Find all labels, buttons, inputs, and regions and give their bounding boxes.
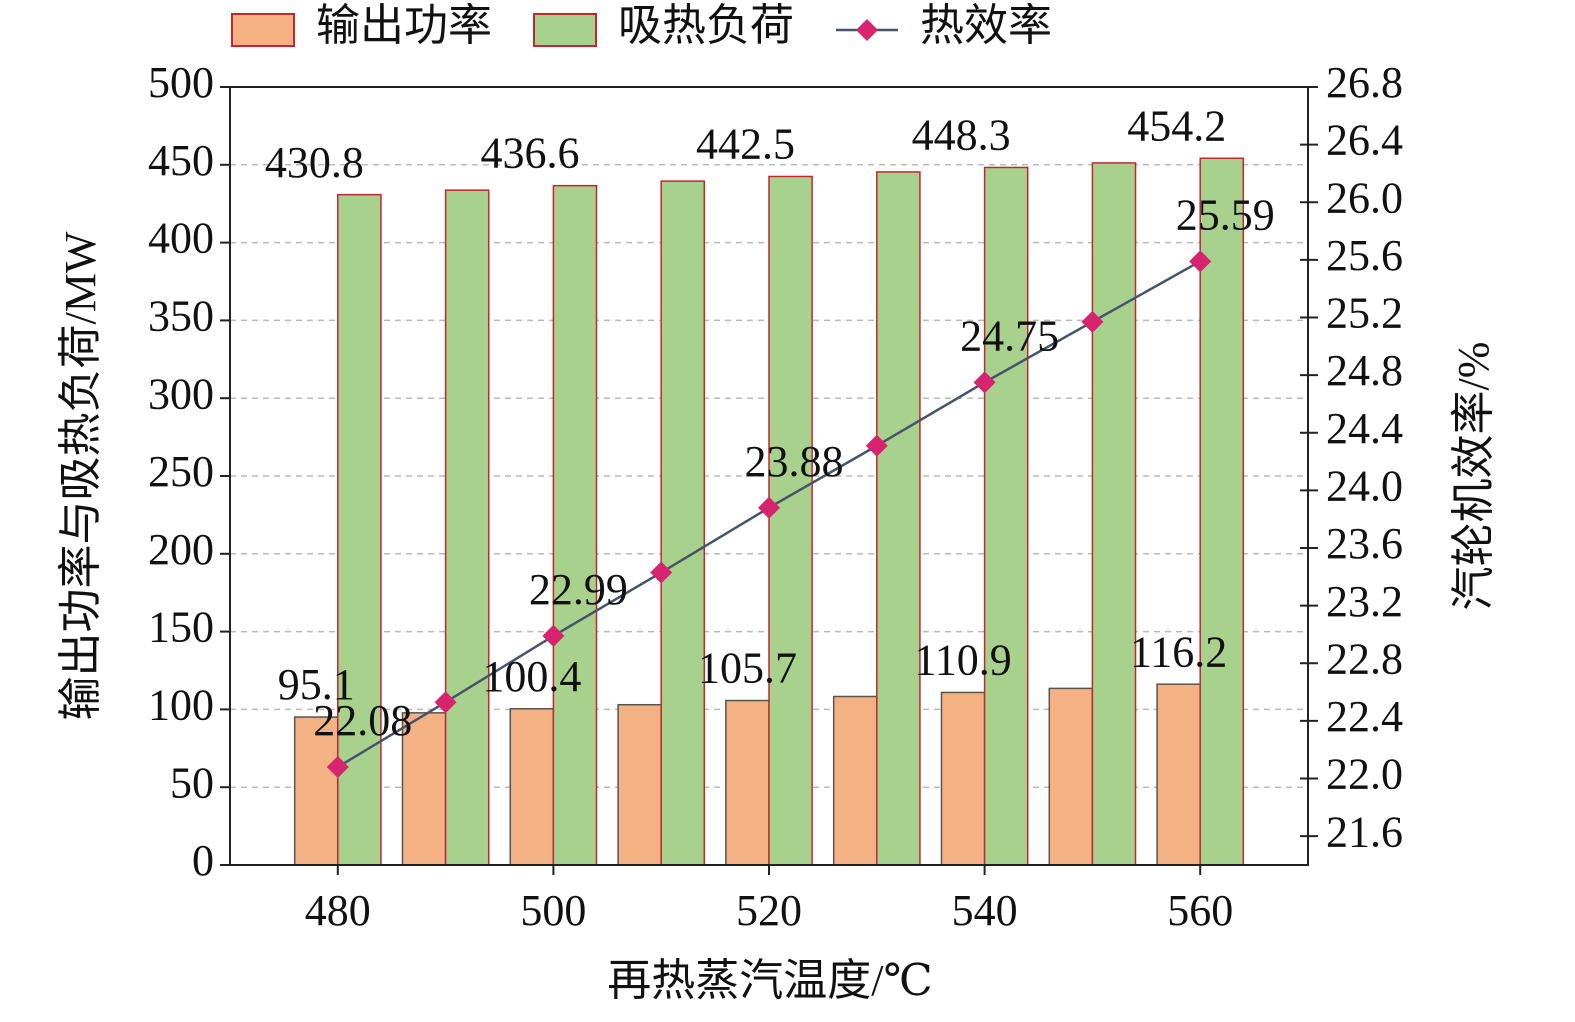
y2-tick-label: 23.2 — [1326, 577, 1403, 626]
marker — [326, 756, 349, 779]
y-tick-label: 450 — [148, 136, 214, 185]
marker — [758, 496, 780, 519]
x-axis-title: 再热蒸汽温度/℃ — [607, 956, 932, 1005]
data-label: 95.1 — [278, 660, 355, 709]
legend-label: 热效率 — [920, 1, 1052, 50]
y-tick-label: 300 — [148, 369, 214, 418]
bar — [1156, 683, 1201, 866]
y-tick-label: 150 — [148, 603, 214, 652]
y2-tick-label: 25.2 — [1326, 289, 1403, 338]
data-label: 22.99 — [529, 565, 628, 614]
bar — [725, 699, 770, 866]
y2-tick-label: 21.6 — [1326, 807, 1403, 856]
bar — [876, 171, 921, 866]
x-tick-label: 500 — [520, 886, 586, 935]
bar — [1091, 162, 1137, 866]
plot-frame — [229, 86, 1309, 866]
bar — [1048, 687, 1094, 866]
data-label: 100.4 — [482, 652, 581, 701]
data-label: 23.88 — [745, 437, 844, 486]
data-label: 110.9 — [914, 636, 1011, 685]
y2-tick-label: 24.8 — [1326, 346, 1403, 395]
bar — [660, 180, 706, 866]
x-tick-label: 540 — [952, 886, 1018, 935]
legend-label: 吸热负荷 — [618, 1, 794, 50]
legend-swatch — [533, 13, 597, 47]
y2-tick-label: 26.8 — [1326, 58, 1403, 107]
data-label: 454.2 — [1127, 101, 1226, 150]
marker — [973, 371, 996, 394]
marker — [865, 434, 888, 457]
y2-tick-label: 23.6 — [1326, 519, 1403, 568]
y2-tick-label: 22.0 — [1326, 750, 1403, 799]
y2-tick-label: 22.8 — [1326, 634, 1403, 683]
y2-tick-label: 26.4 — [1326, 116, 1403, 165]
legend-label: 输出功率 — [316, 1, 492, 50]
marker — [1081, 310, 1104, 333]
bar — [617, 703, 662, 866]
marker — [650, 561, 673, 584]
bar — [983, 166, 1029, 866]
data-label: 430.8 — [265, 138, 364, 187]
bar — [552, 184, 598, 866]
y2-tick-label: 26.0 — [1326, 173, 1403, 222]
x-tick-label: 520 — [736, 886, 802, 935]
legend-swatch — [231, 13, 295, 47]
data-label: 436.6 — [480, 129, 579, 178]
data-label: 116.2 — [1130, 627, 1227, 676]
marker — [542, 624, 565, 647]
bar — [293, 716, 339, 866]
y-tick-label: 100 — [148, 680, 214, 729]
bar — [832, 695, 878, 866]
data-label: 22.08 — [313, 696, 412, 745]
y-tick-label: 400 — [148, 214, 214, 263]
bar — [444, 189, 490, 866]
data-label: 442.5 — [696, 120, 795, 169]
bar — [940, 691, 986, 866]
y2-axis-title: 汽轮机效率/% — [1449, 342, 1498, 611]
legend-marker — [856, 19, 878, 41]
y-tick-label: 250 — [148, 447, 214, 496]
y2-tick-label: 24.0 — [1326, 462, 1403, 511]
bar — [1199, 157, 1245, 866]
x-tick-label: 480 — [305, 886, 371, 935]
data-label: 105.7 — [698, 644, 797, 693]
y-axis-title: 输出功率与吸热负荷/MW — [56, 231, 105, 720]
y-tick-label: 500 — [148, 58, 214, 107]
data-label: 25.59 — [1176, 190, 1275, 239]
bar — [768, 175, 813, 866]
y-tick-label: 350 — [148, 291, 214, 340]
marker — [1189, 250, 1212, 273]
data-label: 24.75 — [960, 311, 1059, 360]
y2-tick-label: 22.4 — [1326, 692, 1403, 741]
y2-tick-label: 25.6 — [1326, 231, 1403, 280]
y2-tick-label: 24.4 — [1326, 404, 1403, 453]
y-tick-label: 50 — [170, 758, 214, 807]
x-tick-label: 560 — [1167, 886, 1233, 935]
data-label: 448.3 — [912, 111, 1011, 160]
bar — [509, 708, 555, 866]
marker — [434, 691, 457, 714]
y-tick-label: 200 — [148, 525, 214, 574]
y-tick-label: 0 — [192, 836, 214, 885]
